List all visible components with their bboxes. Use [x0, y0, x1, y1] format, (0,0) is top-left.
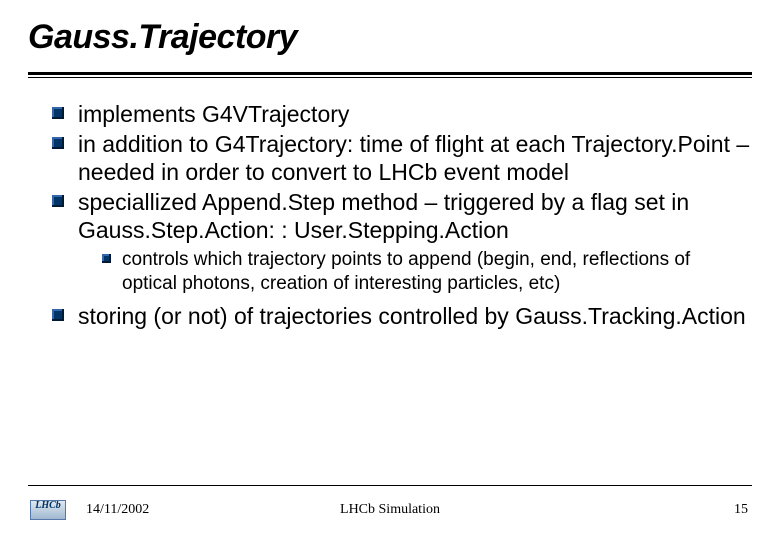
slide: Gauss.Trajectory implements G4VTrajector…: [0, 0, 780, 540]
bullet-item: in addition to G4Trajectory: time of fli…: [50, 130, 750, 186]
bullet-text: implements G4VTrajectory: [78, 101, 349, 127]
slide-content: implements G4VTrajectory in addition to …: [50, 100, 750, 332]
footer-page-number: 15: [734, 502, 748, 518]
bullet-text: in addition to G4Trajectory: time of fli…: [78, 131, 749, 185]
slide-title: Gauss.Trajectory: [28, 18, 297, 57]
title-rule: [28, 72, 752, 75]
bullet-text: storing (or not) of trajectories control…: [78, 303, 746, 329]
footer: LHCb 14/11/2002 LHCb Simulation 15: [28, 492, 752, 522]
bullet-item: implements G4VTrajectory: [50, 100, 750, 128]
bullet-list-level1: implements G4VTrajectory in addition to …: [50, 100, 750, 330]
bullet-list-level2: controls which trajectory points to appe…: [78, 248, 750, 296]
footer-rule: [28, 485, 752, 486]
bullet-text: controls which trajectory points to appe…: [122, 249, 690, 294]
bullet-text: speciallized Append.Step method – trigge…: [78, 189, 689, 243]
bullet-sub-item: controls which trajectory points to appe…: [100, 248, 750, 296]
footer-center: LHCb Simulation: [28, 502, 752, 518]
bullet-item: storing (or not) of trajectories control…: [50, 302, 750, 330]
bullet-item: speciallized Append.Step method – trigge…: [50, 188, 750, 296]
